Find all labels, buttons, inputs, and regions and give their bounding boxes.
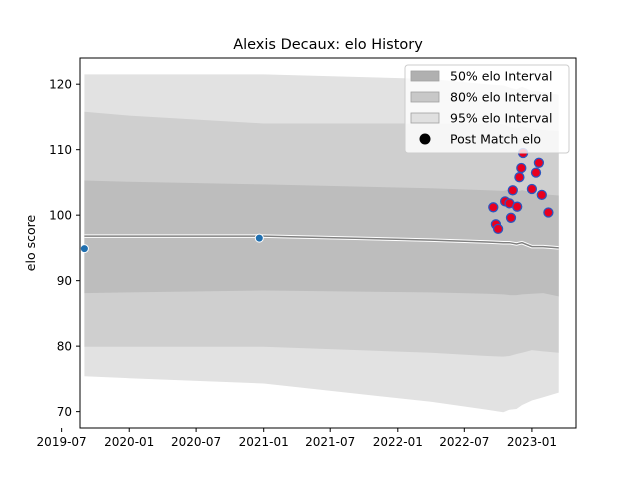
x-tick-label: 2019-07 (37, 435, 87, 449)
y-axis-label: elo score (23, 215, 38, 272)
legend-swatch (410, 91, 440, 103)
data-point (79, 244, 89, 254)
plot-area (79, 74, 559, 413)
data-point (530, 167, 542, 178)
data-point (254, 233, 264, 243)
data-point (488, 202, 499, 213)
legend-label: 95% elo Interval (450, 111, 552, 126)
axes: 2019-07 2020-01 2020-07 2021-01 2021-07 2022-… (37, 57, 577, 449)
y-tick-label: 80 (57, 340, 72, 354)
legend: 50% elo Interval 80% elo Interval 95% elo … (404, 64, 570, 154)
data-point (492, 223, 504, 235)
x-tick-label: 2021-07 (305, 435, 355, 449)
y-tick-label: 120 (49, 78, 72, 92)
legend-marker (419, 133, 431, 145)
axes-frame (79, 57, 577, 429)
legend-label: 80% elo Interval (450, 90, 552, 105)
legend-label: 50% elo Interval (450, 69, 552, 84)
x-tick-label: 2023-01 (507, 435, 557, 449)
x-tick-label: 2020-07 (171, 435, 221, 449)
x-tick-label: 2022-01 (373, 435, 423, 449)
data-point (533, 157, 545, 168)
data-point (526, 183, 538, 195)
x-tick-label: 2021-01 (239, 435, 289, 449)
y-tick-label: 100 (49, 209, 72, 223)
data-point (543, 207, 554, 218)
legend-swatch (410, 70, 440, 82)
data-point (505, 212, 517, 223)
y-tick-label: 110 (49, 143, 72, 157)
legend-label: Post Match elo (450, 132, 541, 147)
data-point (512, 201, 523, 212)
data-point (516, 162, 527, 174)
data-point (514, 172, 525, 183)
x-tick-label: 2022-07 (439, 435, 489, 449)
legend-box (404, 64, 570, 154)
y-tick-label: 70 (57, 405, 72, 419)
data-point (536, 189, 547, 201)
data-point (507, 185, 518, 196)
legend-swatch (410, 112, 440, 124)
y-tick-label: 90 (57, 274, 72, 288)
x-tick-label: 2020-01 (104, 435, 154, 449)
chart-title: Alexis Decaux: elo History (233, 37, 423, 53)
mean-elo-line (84, 235, 559, 249)
